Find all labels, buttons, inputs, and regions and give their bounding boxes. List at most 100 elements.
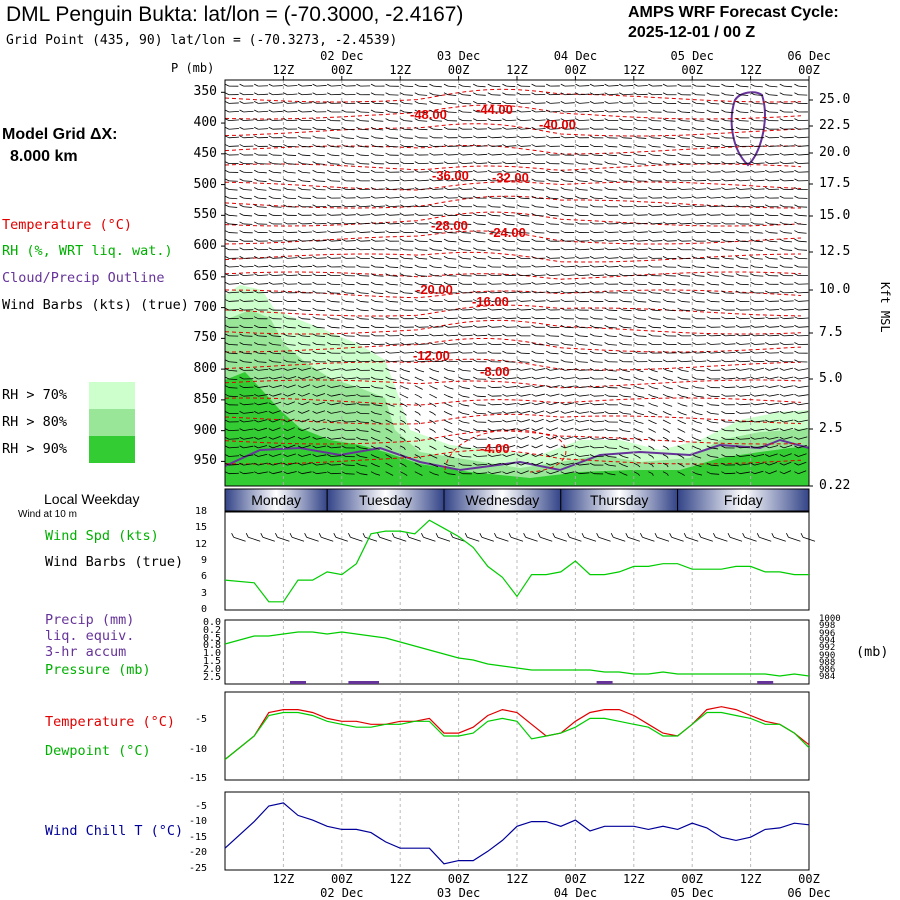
wind-barb	[254, 161, 268, 165]
wind-barb	[633, 385, 645, 390]
wind-barb	[487, 471, 502, 475]
wind-barb	[224, 247, 239, 251]
barb-flag	[239, 299, 244, 302]
wind-barb	[677, 264, 691, 268]
barb-flag	[356, 350, 361, 354]
barb-flag	[268, 247, 273, 251]
wind-barb	[516, 135, 531, 139]
wind-barb	[268, 178, 282, 182]
barb-flag	[662, 264, 668, 268]
wind-barb	[692, 92, 706, 96]
wind-barb	[254, 393, 268, 397]
barb-flag	[400, 376, 405, 380]
barb-shaft	[666, 292, 676, 294]
wind-barb	[414, 324, 429, 328]
barb-flag	[224, 419, 230, 423]
barb-shaft	[418, 395, 423, 399]
barb-flag	[385, 204, 390, 208]
wind-barb	[297, 342, 311, 346]
wind-barb	[633, 428, 643, 433]
barb-flag	[575, 342, 580, 345]
wind-barb	[400, 221, 414, 225]
wind-barb	[341, 290, 355, 294]
barb-flag	[604, 273, 609, 276]
wind-barb	[619, 135, 632, 139]
barb-flag	[531, 376, 536, 380]
wind-barb	[648, 307, 661, 312]
barb-shaft	[331, 214, 342, 216]
barb-shaft	[243, 300, 254, 302]
wind-barb	[575, 126, 590, 130]
barb-flag	[224, 256, 230, 259]
barb-flag	[604, 411, 609, 414]
wind-barb	[473, 299, 488, 302]
wind-barb	[385, 118, 398, 122]
barb-shaft	[433, 111, 442, 114]
barb-shaft	[345, 128, 355, 131]
barb-flag	[589, 350, 595, 354]
barb-flag	[370, 359, 376, 363]
barb-flag	[239, 273, 244, 276]
barb-shaft	[520, 119, 531, 121]
wind-barb	[487, 264, 502, 268]
wind-barb	[604, 126, 618, 130]
wind-barb	[473, 333, 488, 337]
barb-flag	[356, 324, 361, 328]
barb-flag	[283, 187, 288, 190]
wind-barb	[297, 384, 311, 388]
wind-barb	[604, 316, 617, 320]
wind-barb	[268, 126, 283, 130]
wind-barb	[370, 462, 380, 468]
wind-barb	[677, 204, 692, 208]
wind-barb	[721, 126, 735, 131]
wind-barb	[589, 135, 604, 139]
barb-flag	[429, 273, 434, 276]
barb-shaft	[228, 274, 239, 277]
barb-flag	[341, 204, 346, 208]
barb-flag	[297, 385, 303, 388]
barb-shaft	[272, 180, 282, 182]
barb-shaft	[652, 473, 654, 476]
barb-flag	[400, 445, 405, 449]
wind-barb	[254, 83, 269, 87]
wind-barb	[735, 376, 750, 380]
wind-barb	[400, 376, 410, 381]
barb-flag	[619, 204, 624, 208]
wind-barb	[385, 187, 400, 190]
barb-flag	[706, 342, 711, 345]
barb-flag	[268, 101, 273, 104]
barb-flag	[341, 428, 346, 431]
barb-shaft	[652, 438, 656, 442]
barb-flag	[370, 212, 376, 216]
barb-flag	[633, 419, 638, 423]
wind-barb	[370, 350, 385, 354]
wind-barb	[370, 393, 383, 398]
barb-shaft	[331, 419, 342, 423]
wind-barb	[327, 385, 341, 388]
barb-shaft	[287, 197, 297, 200]
barb-shaft	[272, 444, 282, 449]
barb-shaft	[477, 232, 486, 234]
barb-shaft	[535, 427, 544, 432]
barb-shaft	[564, 206, 574, 208]
wind-barb	[487, 83, 501, 88]
wind-barb	[692, 256, 706, 260]
wind-barb	[560, 445, 574, 449]
wind-barb	[283, 221, 298, 225]
barb-flag	[254, 411, 259, 414]
wind-barb	[356, 462, 368, 467]
wind-barb	[648, 109, 662, 113]
barb-shaft	[258, 128, 269, 130]
barb-flag	[677, 135, 682, 139]
barb-flag	[531, 230, 536, 233]
barb-flag	[297, 169, 303, 173]
barb-shaft	[360, 430, 369, 432]
wind-barb	[692, 385, 705, 389]
barb-flag	[268, 144, 273, 147]
wind-barb	[429, 118, 443, 122]
barb-shaft	[550, 206, 559, 208]
barb-flag	[546, 161, 551, 165]
barb-shaft	[301, 171, 311, 174]
barb-shaft	[462, 309, 473, 311]
barb-shaft	[418, 360, 429, 363]
